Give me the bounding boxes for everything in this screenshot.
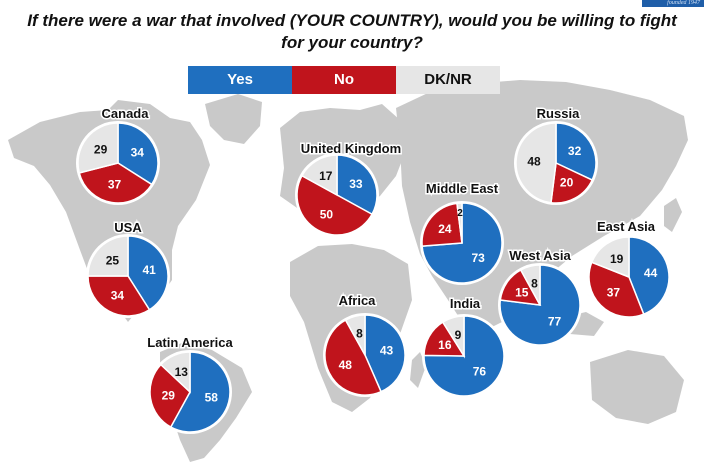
value-label-no: 15 [515, 286, 529, 300]
slice-no [324, 319, 383, 396]
region-label-east-asia: East Asia [597, 219, 656, 234]
slice-dknr [87, 235, 129, 277]
value-label-dknr: 25 [106, 253, 120, 267]
slice-no [87, 275, 151, 317]
pie-africa: 43 48 8 [323, 313, 407, 397]
slice-yes [169, 351, 231, 433]
slice-no [78, 162, 153, 204]
value-label-yes: 33 [349, 177, 363, 191]
region-label-layer: Canada USA Latin America United Kingdom Afri… [100, 105, 657, 352]
slice-dknr [77, 122, 119, 174]
value-label-no: 24 [438, 222, 452, 236]
slice-dknr [515, 122, 557, 204]
value-label-no: 29 [162, 388, 176, 402]
region-label-latin-america: Latin America [147, 335, 233, 350]
value-label-dknr: 17 [319, 169, 333, 183]
region-label-middle-east: Middle East [426, 181, 499, 196]
value-label-no: 34 [111, 288, 125, 302]
legend: Yes No DK/NR [188, 66, 500, 94]
value-label-yes: 34 [131, 145, 145, 159]
slice-dknr [441, 315, 465, 359]
value-label-yes: 41 [142, 263, 156, 277]
value-label-yes: 77 [548, 315, 562, 329]
pie-middle-east: 73 24 2 [420, 201, 504, 285]
pie-russia: 32 20 48 [514, 121, 598, 205]
slice-yes [336, 154, 378, 216]
value-label-dknr: 8 [356, 327, 363, 341]
slice-yes [628, 236, 670, 316]
slice-no [550, 161, 594, 204]
slice-no [588, 261, 645, 318]
value-label-no: 37 [607, 286, 621, 300]
value-label-no: 37 [108, 178, 122, 192]
value-label-yes: 44 [644, 266, 658, 280]
pie-west-asia: 77 158 [498, 263, 582, 347]
value-label-yes: 73 [471, 251, 485, 265]
brand-logo: founded 1947 [642, 0, 704, 7]
legend-no: No [292, 66, 396, 94]
madagascar-landmass [410, 352, 426, 388]
pie-layer: 34 37 29 41 34 25 58 29 13 33 50 17 43 48 8 73 24 2 76 169 3… [76, 121, 671, 434]
pie-canada: 34 37 29 [76, 121, 160, 205]
value-label-no: 50 [320, 207, 334, 221]
value-label-dknr: 8 [531, 277, 538, 291]
slice-yes [499, 264, 581, 346]
value-label-dknr: 13 [175, 365, 189, 379]
value-label-yes: 58 [205, 390, 219, 404]
region-label-india: India [450, 296, 481, 311]
slice-dknr [344, 314, 366, 358]
region-label-west-asia: West Asia [509, 248, 571, 263]
value-label-dknr: 9 [455, 328, 462, 342]
slice-dknr [456, 202, 463, 244]
slice-dknr [300, 154, 338, 197]
value-label-no: 48 [339, 358, 353, 372]
slice-no [421, 202, 463, 247]
value-label-dknr: 19 [610, 252, 624, 266]
legend-dknr: DK/NR [396, 66, 500, 94]
pie-united-kingdom: 33 50 17 [295, 153, 379, 237]
value-label-yes: 32 [568, 144, 582, 158]
slice-yes [364, 314, 406, 393]
pie-latin-america: 58 29 13 [148, 350, 232, 434]
region-label-canada: Canada [102, 106, 150, 121]
value-label-dknr: 48 [527, 155, 541, 169]
pie-usa: 41 34 25 [86, 234, 170, 318]
pie-india: 76 169 [422, 314, 506, 398]
value-label-no: 16 [438, 338, 452, 352]
slice-dknr [159, 351, 191, 394]
chart-title: If there were a war that involved (YOUR … [0, 10, 704, 54]
title-line-1: If there were a war that involved (YOUR … [27, 11, 677, 30]
greenland-landmass [205, 94, 262, 144]
slice-dknr [590, 236, 630, 279]
value-label-yes: 76 [473, 365, 487, 379]
japan-landmass [664, 198, 682, 232]
title-line-2: for your country? [281, 33, 423, 52]
region-label-usa: USA [114, 220, 142, 235]
value-label-no: 20 [560, 175, 574, 189]
region-label-russia: Russia [537, 106, 580, 121]
slice-yes [555, 122, 597, 182]
region-label-africa: Africa [339, 293, 377, 308]
value-label-yes: 43 [380, 343, 394, 357]
australia-landmass [590, 350, 684, 424]
slice-no [296, 174, 374, 236]
legend-yes: Yes [188, 66, 292, 94]
value-label-dknr: 29 [94, 143, 108, 157]
slice-no [149, 363, 191, 429]
value-label-dknr: 2 [457, 208, 463, 219]
pie-east-asia: 44 37 19 [587, 235, 671, 319]
region-label-united-kingdom: United Kingdom [301, 141, 401, 156]
slice-dknr [519, 264, 541, 306]
